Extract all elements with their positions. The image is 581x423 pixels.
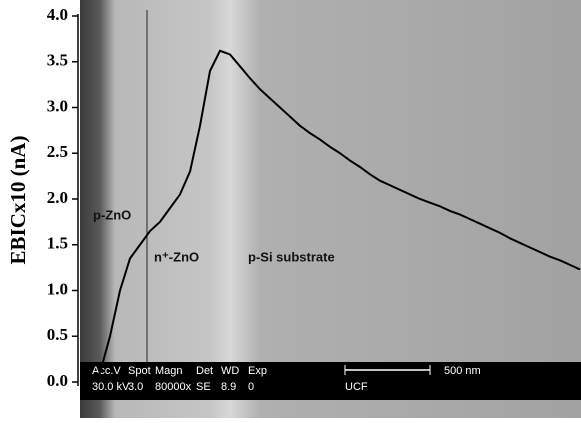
info-label: Spot xyxy=(128,365,151,377)
info-label: Det xyxy=(196,365,213,377)
info-value: 0 xyxy=(248,381,254,393)
info-group: Acc.V30.0 kVSpot3.0Magn80000xDetSEWD8.9E… xyxy=(92,365,481,393)
y-tick-label: 3.0 xyxy=(47,96,68,115)
info-label: WD xyxy=(221,365,239,377)
sem-image xyxy=(80,0,581,418)
info-bar xyxy=(80,362,581,400)
info-label: Exp xyxy=(248,365,267,377)
info-label: Magn xyxy=(155,365,183,377)
info-value: 3.0 xyxy=(128,381,143,393)
info-value: 80000x xyxy=(155,381,192,393)
y-tick-label: 0.0 xyxy=(47,371,68,390)
annotation: p-ZnO xyxy=(93,207,131,222)
info-value: SE xyxy=(196,381,211,393)
y-tick-label: 3.5 xyxy=(47,51,68,70)
site-label: UCF xyxy=(345,381,368,393)
info-value: 8.9 xyxy=(221,381,236,393)
y-tick-label: 0.5 xyxy=(47,325,68,344)
y-tick-label: 1.0 xyxy=(47,279,68,298)
y-tick-label: 4.0 xyxy=(47,5,68,24)
info-value: 30.0 kV xyxy=(92,381,130,393)
annotation: p-Si substrate xyxy=(248,249,335,264)
y-tick-label: 2.0 xyxy=(47,188,68,207)
ebic-line xyxy=(79,49,581,383)
y-axis-label: EBICx10 (nA) xyxy=(6,136,30,265)
y-tick-label: 2.5 xyxy=(47,142,68,161)
annotation: n⁺-ZnO xyxy=(154,249,199,264)
y-tick-label: 1.5 xyxy=(47,234,68,253)
scale-label: 500 nm xyxy=(444,365,481,377)
